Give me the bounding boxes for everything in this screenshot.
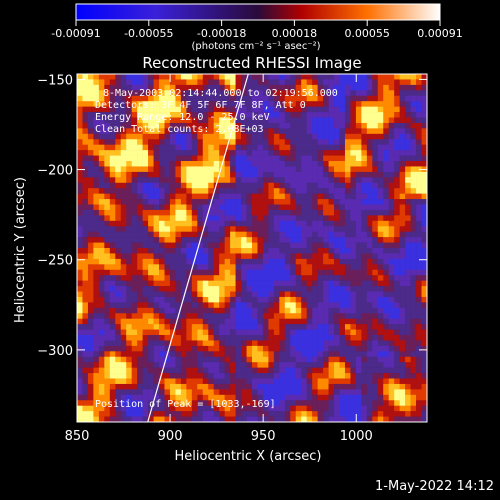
y-tick-label: −200: [37, 164, 73, 179]
plot-frame: [76, 73, 428, 423]
x-axis-label: Heliocentric X (arcsec): [175, 449, 322, 464]
clean-counts-text: Clean Total counts: 2.08E+03: [95, 124, 264, 135]
colorbar-tick-label: 0.00018: [272, 27, 318, 40]
colorbar-tick-label: -0.00018: [197, 27, 246, 40]
heatmap: [77, 74, 427, 422]
y-tick-label: −150: [37, 73, 73, 88]
y-tick-label: −300: [37, 344, 73, 359]
colorbar-tick-label: 0.00055: [344, 27, 390, 40]
colorbar-tick-label: -0.00055: [124, 27, 173, 40]
colorbar-label: (photons cm⁻² s⁻¹ asec⁻²): [191, 41, 320, 52]
x-tick-label: 950: [251, 429, 276, 444]
colorbar-gradient: [75, 3, 441, 21]
x-tick-label: 1000: [340, 429, 373, 444]
solar-limb-line: [147, 73, 249, 423]
y-axis: −150 −200 −250 −300: [37, 73, 427, 359]
footer-date: 1-May-2022 14:12: [375, 479, 494, 494]
time-range-text: 8-May-2003 02:14:44.000 to 02:19:56.000: [103, 88, 338, 99]
chart-title: Reconstructed RHESSI Image: [142, 54, 361, 72]
x-tick-label: 900: [158, 429, 183, 444]
y-tick-label: −250: [37, 254, 73, 269]
x-tick-label: 850: [65, 429, 90, 444]
energy-range-text: Energy Range: 12.0 - 25.0 keV: [95, 112, 270, 123]
y-axis-label: Heliocentric Y (arcsec): [13, 177, 28, 323]
x-axis: 850 900 950 1000: [65, 74, 373, 444]
colorbar-tick-label: -0.00091: [51, 27, 100, 40]
detectors-text: Detectors: 3F 4F 5F 6F 7F 8F, Att 0: [95, 100, 306, 111]
colorbar-tick-label: 0.00091: [417, 27, 463, 40]
colorbar: -0.00091 -0.00055 -0.00018 0.00018 0.00055 0.…: [51, 3, 463, 52]
peak-position-text: Position of Peak = [1033,-169]: [95, 399, 276, 410]
